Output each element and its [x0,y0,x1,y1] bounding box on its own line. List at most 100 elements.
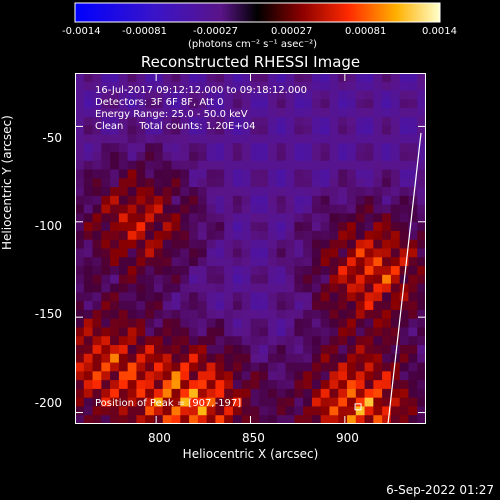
heatmap-cell [320,257,331,267]
heatmap-cell [118,213,129,223]
heatmap-cell [215,116,225,127]
heatmap-cell [171,125,181,136]
heatmap-cell [171,230,181,241]
heatmap-cell [162,318,173,329]
heatmap-cell [276,134,287,144]
heatmap-cell [101,187,111,197]
heatmap-cell [294,336,304,346]
heatmap-cell [390,160,401,171]
heatmap-cell [311,362,322,372]
heatmap-cell [75,371,85,381]
heatmap-cell [364,274,374,285]
heatmap-cell [250,73,260,83]
heatmap-cell [364,336,374,346]
heatmap-cell [303,204,313,215]
heatmap-cell [197,160,208,171]
heatmap-cell [364,353,374,364]
heatmap-cell [232,187,243,197]
heatmap-cell [215,292,225,302]
heatmap-cell [408,230,418,241]
heatmap-cell [417,397,426,408]
heatmap-cell [382,301,392,311]
heatmap-cell [390,151,401,162]
heatmap-cell [303,336,313,346]
heatmap-cell [338,73,348,83]
heatmap-cell [224,230,234,241]
heatmap-cell [373,134,383,144]
heatmap-cell [153,116,164,127]
heatmap-cell [373,327,383,337]
heatmap-cell [197,195,208,206]
heatmap-cell [390,388,401,399]
heatmap-cell [364,362,374,372]
heatmap-cell [206,257,217,267]
heatmap-cell [92,274,102,285]
heatmap-cell [145,90,155,100]
heatmap-cell [197,292,208,302]
heatmap-cell [311,380,322,390]
heatmap-cell [364,143,374,153]
heatmap-cell [250,222,260,232]
heatmap-cell [118,143,129,153]
heatmap-cell [180,222,190,232]
heatmap-cell [206,160,217,171]
heatmap-cell [224,99,234,109]
heatmap-cell [311,397,322,408]
heatmap-cell [390,222,401,232]
heatmap-cell [241,151,252,162]
heatmap-cell [294,178,304,188]
heatmap-cell [101,309,111,320]
heatmap-cell [329,187,339,197]
heatmap-cell [338,151,348,162]
heatmap-cell [355,108,366,118]
heatmap-cell [347,195,357,206]
heatmap-cell [399,81,410,92]
heatmap-cell [329,239,339,250]
heatmap-cell [118,204,129,215]
heatmap-cell [197,151,208,162]
heatmap-cell [83,116,94,127]
heatmap-cell [250,187,260,197]
heatmap-cell [92,81,102,92]
heatmap-cell [250,134,260,144]
heatmap-cell [180,301,190,311]
heatmap-cell [382,336,392,346]
heatmap-cell [171,327,181,337]
heatmap-cell [347,371,357,381]
heatmap-cell [294,73,304,83]
heatmap-cell [364,415,374,424]
heatmap-cell [171,204,181,215]
heatmap-cell [285,99,295,109]
heatmap-cell [285,345,295,355]
heatmap-cell [75,327,85,337]
heatmap-cell [118,125,129,136]
heatmap-cell [101,336,111,346]
heatmap-cell [311,222,322,232]
heatmap-cell [382,292,392,302]
heatmap-cell [408,397,418,408]
heatmap-cell [311,318,322,329]
heatmap-cell [171,195,181,206]
heatmap-cell [232,213,243,223]
heatmap-cell [408,116,418,127]
heatmap-cell [285,230,295,241]
heatmap-cell [136,248,146,258]
heatmap-cell [347,248,357,258]
heatmap-cell [232,362,243,372]
heatmap-cell [329,257,339,267]
heatmap-cell [180,388,190,399]
heatmap-cell [241,169,252,179]
heatmap-cell [390,230,401,241]
heatmap-cell [417,222,426,232]
heatmap-cell [136,415,146,424]
heatmap-cell [206,274,217,285]
heatmap-cell [303,143,313,153]
heatmap-cell [197,116,208,127]
heatmap-cell [373,415,383,424]
heatmap-cell [311,178,322,188]
heatmap-cell [390,213,401,223]
heatmap-cell [110,143,120,153]
heatmap-cell [118,230,129,241]
heatmap-cell [180,266,190,276]
heatmap-cell [232,73,243,83]
